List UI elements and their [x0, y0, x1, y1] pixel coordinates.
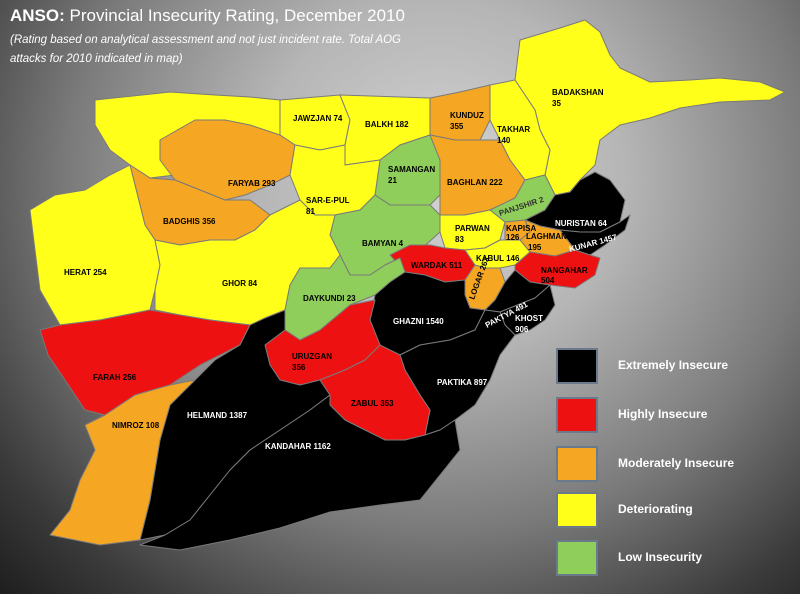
brand-label: ANSO:: [10, 6, 65, 25]
title-text: Provincial Insecurity Rating, December 2…: [64, 6, 405, 25]
province-regions: [29, 19, 786, 551]
province-label-sar-e-pul: SAR-E-PUL 81: [306, 196, 350, 216]
province-label-nuristan: NURISTAN 64: [555, 219, 607, 228]
province-label-helmand: HELMAND 1387: [187, 411, 248, 420]
province-region[interactable]: [514, 249, 601, 289]
province-labels: BADAKSHAN 35 KUNDUZ 355 TAKHAR 140 JAWZJAN …: [64, 88, 618, 451]
province-region[interactable]: [39, 309, 251, 416]
province-label-khost: KHOST 906: [515, 314, 543, 334]
province-label-badakshan: BADAKSHAN 35: [552, 88, 604, 108]
legend-label: Extremely Insecure: [618, 358, 729, 372]
province-label-paktika: PAKTIKA 897: [437, 378, 488, 387]
province-label-daykundi: DAYKUNDI 23: [303, 294, 356, 303]
province-label-kunduz: KUNDUZ 355: [450, 111, 484, 131]
province-region[interactable]: [489, 79, 551, 181]
province-label-baghlan: BAGHLAN 222: [447, 178, 503, 187]
map-title: ANSO: Provincial Insecurity Rating, Dece…: [10, 6, 405, 26]
province-label-bamyan: BAMYAN 4: [362, 239, 404, 248]
province-region[interactable]: [139, 394, 461, 551]
province-label-nimroz: NIMROZ 108: [112, 421, 160, 430]
legend-label: Highly Insecure: [618, 407, 708, 421]
province-label-ghazni: GHAZNI 1540: [393, 317, 444, 326]
province-label-ghor: GHOR 84: [222, 279, 258, 288]
province-label-wardak: WARDAK 511: [411, 261, 463, 270]
legend-swatch: [556, 446, 598, 482]
province-label-nangahar: NANGAHAR 504: [541, 266, 588, 285]
legend-label: Moderately Insecure: [618, 456, 735, 470]
province-label-laghman: LAGHMAN 195: [526, 232, 567, 252]
province-label-farah: FARAH 256: [93, 373, 137, 382]
province-label-samangan: SAMANGAN 21: [388, 165, 435, 185]
legend-label: Deteriorating: [618, 502, 693, 516]
map-subtitle: (Rating based on analytical assessment a…: [10, 34, 402, 65]
legend-swatch: [556, 540, 598, 576]
legend-item-extreme: Extremely Insecure: [556, 348, 796, 388]
province-region[interactable]: [49, 379, 196, 546]
legend-item-moderate: Moderately Insecure: [556, 446, 796, 486]
legend-item-low: Low Insecurity: [556, 540, 796, 580]
province-label-zabul: ZABUL 353: [351, 399, 394, 408]
province-label-faryab: FARYAB 293: [228, 179, 276, 188]
province-label-uruzgan: URUZGAN 356: [292, 352, 332, 372]
legend-swatch: [556, 492, 598, 528]
province-label-herat: HERAT 254: [64, 268, 107, 277]
legend-swatch: [556, 348, 598, 384]
province-label-kapisa: KAPISA 126: [506, 224, 536, 242]
province-label-jawzjan: JAWZJAN 74: [293, 114, 343, 123]
province-label-kabul: KABUL 146: [476, 254, 520, 263]
province-label-badghis: BADGHIS 356: [163, 217, 216, 226]
province-label-kandahar: KANDAHAR 1162: [265, 442, 331, 451]
legend-item-deteriorating: Deteriorating: [556, 492, 796, 532]
province-label-takhar: TAKHAR 140: [497, 125, 530, 145]
legend-item-high: Highly Insecure: [556, 397, 796, 437]
province-label-balkh: BALKH 182: [365, 120, 409, 129]
legend-swatch: [556, 397, 598, 433]
legend-label: Low Insecurity: [618, 550, 703, 564]
province-label-parwan: PARWAN 83: [455, 224, 490, 244]
